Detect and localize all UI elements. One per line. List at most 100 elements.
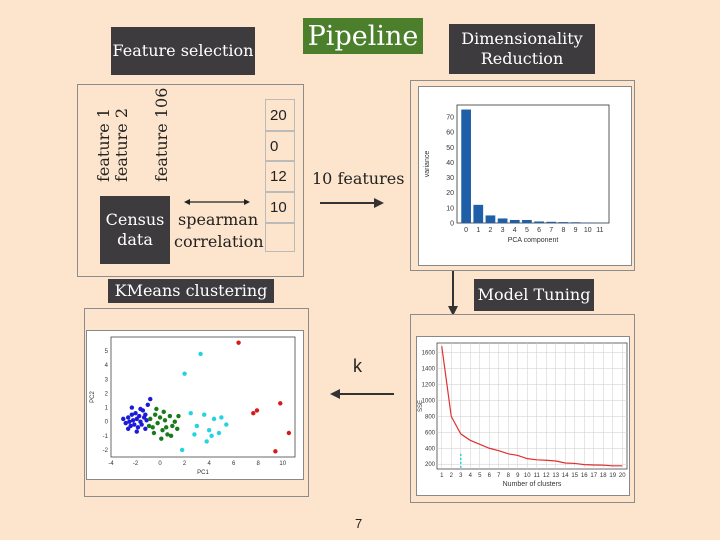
y-tick-label: 4 (105, 363, 109, 369)
census-line-1: Census (105, 210, 165, 229)
x-tick-label: 0 (464, 227, 468, 234)
double-arrow (184, 199, 250, 205)
arrow-left (330, 389, 394, 399)
scatter-point (194, 423, 200, 429)
plot-area (436, 342, 628, 470)
x-tick-label: 8 (561, 227, 565, 234)
pca-bar-chart: 0 1 2 3 4 5 6 7 8 9 10 11 0 10 20 30 40 50 60 70 PCA compone… (424, 104, 610, 244)
y-axis-label: PC2 (90, 391, 96, 403)
scatter-chart-panel: -4 -2 0 2 4 6 8 10 -2 -1 0 1 2 3 4 5 PC1 PC2 (86, 330, 304, 480)
page-title: Pipeline (303, 18, 423, 54)
scatter-point (170, 423, 175, 429)
x-tick-label: 14 (562, 473, 569, 479)
scatter-point (154, 406, 159, 412)
x-tick-label: 9 (574, 227, 578, 234)
y-tick-label: 1200 (422, 382, 436, 388)
scatter-point (151, 430, 157, 436)
x-tick-label: 19 (609, 473, 616, 479)
x-tick-label: 0 (158, 461, 162, 467)
scatter-point (236, 340, 241, 345)
x-tick-label: 18 (600, 473, 607, 479)
sse-line-chart: 1 2 3 4 5 6 7 8 9 10 11 12 13 14 15 16 17 18 19 20200400600… (418, 342, 628, 488)
y-tick-label: 60 (446, 130, 454, 137)
scatter-point (211, 416, 217, 422)
scatter-point (175, 426, 180, 431)
x-tick-label: 4 (207, 461, 211, 467)
feature-label-2: feature 2 (112, 107, 131, 182)
y-tick-label: 1000 (422, 398, 436, 404)
x-tick-label: 16 (581, 473, 588, 479)
y-tick-label: 3 (105, 377, 109, 383)
x-tick-label: 6 (488, 473, 492, 479)
x-tick-label: 6 (232, 461, 236, 467)
y-tick-label: 1600 (422, 351, 436, 357)
scatter-point (139, 422, 144, 427)
x-tick-label: 11 (596, 227, 603, 234)
x-tick-label: 12 (543, 473, 550, 479)
plot-area (110, 336, 296, 458)
y-tick-label: 200 (425, 462, 436, 468)
x-tick-label: 4 (469, 473, 473, 479)
x-tick-label: 1 (476, 227, 480, 234)
x-tick-label: 6 (537, 227, 541, 234)
bar (534, 221, 544, 223)
bar (509, 219, 520, 223)
x-tick-label: 2 (183, 461, 187, 467)
scatter-point (165, 432, 170, 437)
y-tick-label: 0 (105, 420, 109, 426)
y-axis-label: variance (424, 151, 431, 178)
label-dim-line-1: Dimensionality (461, 29, 583, 48)
scatter-point (168, 433, 174, 439)
x-tick-label: 5 (525, 227, 529, 234)
scatter-point (206, 427, 212, 433)
scatter-point (129, 405, 135, 410)
scatter-point (176, 413, 181, 419)
scatter-point (159, 436, 164, 441)
arrow-down (448, 270, 458, 316)
scatter-point (152, 412, 158, 417)
x-tick-label: 8 (257, 461, 261, 467)
kmeans-scatter-chart: -4 -2 0 2 4 6 8 10 -2 -1 0 1 2 3 4 5 PC1 PC2 (90, 336, 296, 476)
scatter-point (216, 430, 222, 436)
arrow-right (320, 198, 384, 208)
x-tick-label: 15 (571, 473, 578, 479)
scatter-point (157, 415, 163, 420)
scatter-point (198, 351, 203, 357)
arrow-label-k: k (353, 356, 362, 376)
sse-line (441, 346, 623, 467)
scatter-point (148, 416, 153, 422)
scatter-point (273, 449, 278, 454)
feature-label-1: feature 1 (94, 107, 113, 182)
scatter-point (129, 412, 135, 417)
x-tick-label: 11 (534, 473, 541, 479)
scatter-point (172, 419, 177, 424)
scatter-point (125, 415, 131, 420)
x-tick-label: 3 (501, 227, 505, 234)
label-kmeans: KMeans clustering (108, 279, 274, 303)
scatter-point (137, 413, 142, 419)
x-tick-label: -2 (133, 461, 139, 467)
scatter-point (148, 396, 153, 402)
scatter-point (132, 422, 137, 427)
arrow-label-features: 10 features (312, 169, 405, 188)
y-tick-label: 1400 (422, 367, 436, 373)
pca-chart-panel: 0 1 2 3 4 5 6 7 8 9 10 11 0 10 20 30 40 50 60 70 PCA compone… (418, 86, 632, 266)
scatter-point (123, 420, 128, 426)
scatter-point (144, 418, 149, 423)
y-tick-label: 2 (105, 391, 109, 397)
y-tick-label: -2 (103, 448, 109, 454)
x-tick-label: 4 (513, 227, 517, 234)
bar (473, 204, 484, 223)
page-number: 7 (355, 516, 363, 531)
y-tick-label: 400 (425, 446, 436, 452)
x-axis-label: PCA component (508, 237, 559, 244)
table-cell (265, 223, 295, 252)
plot-area (456, 104, 610, 224)
label-kmeans-text: KMeans clustering (114, 281, 268, 300)
x-tick-label: 7 (549, 227, 553, 234)
scatter-point (182, 371, 187, 376)
y-tick-label: 70 (446, 115, 454, 122)
y-tick-label: 0 (450, 221, 454, 228)
scatter-point (134, 429, 139, 434)
x-tick-label: 1 (440, 473, 444, 479)
